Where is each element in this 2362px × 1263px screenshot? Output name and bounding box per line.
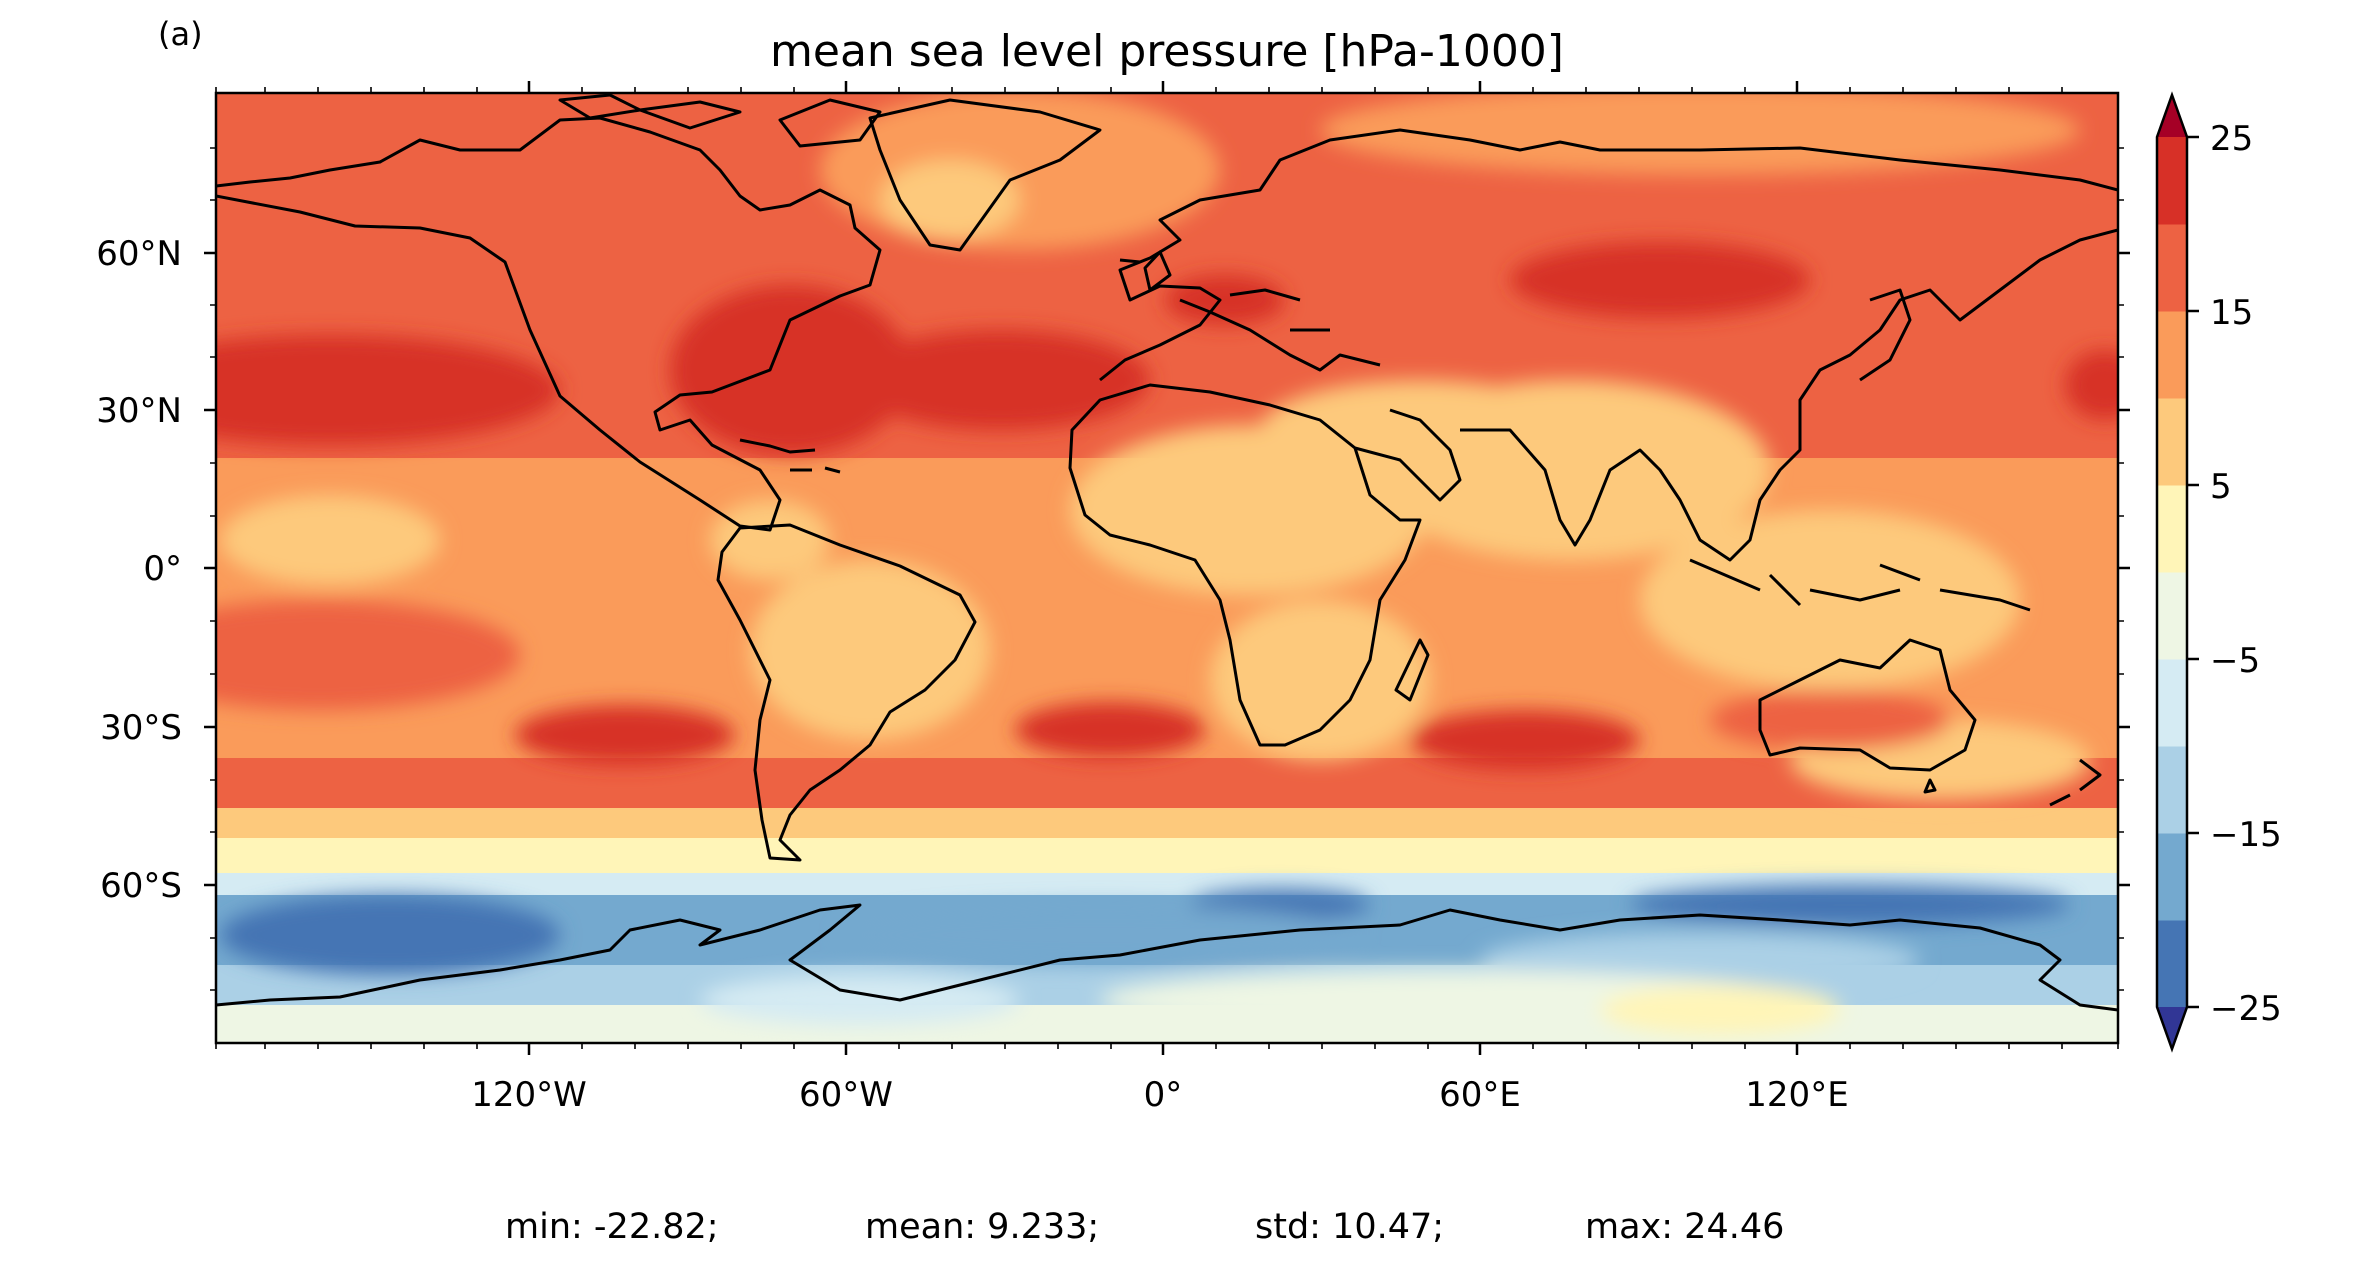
colorbar-tick-label: 25 [2210, 119, 2253, 159]
colorbar-segment [2157, 833, 2187, 921]
colorbar-segment [2157, 659, 2187, 747]
colorbar-segment [2157, 224, 2187, 312]
axis-minor-ticks [210, 87, 2124, 1049]
stat-std: std: 10.47; [1255, 1207, 1444, 1247]
colorbar-segment [2157, 485, 2187, 573]
colorbar-tick-labels: 25 15 5 −5 −15 −25 [2210, 119, 2282, 1029]
stat-mean: mean: 9.233; [865, 1207, 1099, 1247]
stats-line: min: -22.82; mean: 9.233; std: 10.47; ma… [505, 1207, 1784, 1247]
colorbar-tick-label: −15 [2210, 815, 2282, 855]
colorbar-tick-label: −25 [2210, 989, 2282, 1029]
x-tick-labels: 120°W 60°W 0° 60°E 120°E [471, 1075, 1848, 1115]
colorbar [2155, 91, 2199, 1053]
colorbar-tick-label: 5 [2210, 467, 2232, 507]
x-tick-label: 0° [1144, 1075, 1183, 1115]
y-tick-label: 30°S [100, 708, 182, 748]
colorbar-segment [2157, 572, 2187, 660]
colorbar-tick-label: 15 [2210, 293, 2253, 333]
colorbar-extend-max [2157, 95, 2187, 137]
colorbar-segment [2157, 920, 2187, 1008]
y-tick-label: 60°S [100, 866, 182, 906]
y-tick-labels: 60°N 30°N 0° 30°S 60°S [96, 234, 182, 906]
colorbar-tick-label: −5 [2210, 641, 2260, 681]
colorbar-segment [2157, 137, 2187, 225]
stat-max: max: 24.46 [1585, 1207, 1784, 1247]
colorbar-segment [2157, 398, 2187, 486]
x-tick-label: 120°E [1745, 1075, 1848, 1115]
panel-label: (a) [158, 15, 203, 53]
axis-ticks [204, 81, 2130, 1055]
coastlines [216, 93, 2118, 1012]
stat-min: min: -22.82; [505, 1207, 719, 1247]
chart-title: mean sea level pressure [hPa-1000] [770, 26, 1564, 77]
map-field [216, 93, 2118, 1043]
y-tick-label: 30°N [96, 391, 182, 431]
x-tick-label: 60°W [799, 1075, 893, 1115]
y-tick-label: 0° [143, 549, 182, 589]
colorbar-extend-min [2157, 1007, 2187, 1049]
colorbar-segment [2157, 311, 2187, 399]
pressure-field-features [216, 93, 2118, 1035]
x-tick-label: 120°W [471, 1075, 587, 1115]
x-tick-label: 60°E [1439, 1075, 1521, 1115]
y-tick-label: 60°N [96, 234, 182, 274]
colorbar-segment [2157, 746, 2187, 834]
